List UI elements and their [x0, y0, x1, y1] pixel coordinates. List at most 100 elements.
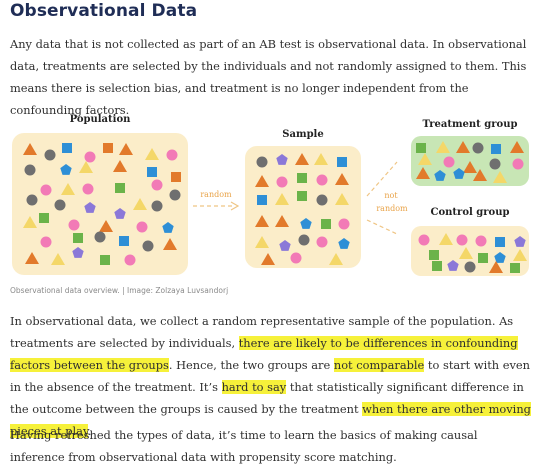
circle-shape — [124, 254, 136, 266]
square-shape — [429, 250, 439, 260]
circle-shape — [68, 219, 80, 231]
circle-shape — [472, 142, 484, 154]
circle-shape — [142, 240, 154, 252]
square-shape — [297, 173, 307, 183]
random-arrowhead — [230, 201, 240, 211]
circle-shape — [151, 200, 163, 212]
square-shape — [147, 167, 157, 177]
pentagon-shape — [72, 247, 84, 258]
circle-shape — [151, 179, 163, 191]
circle-shape — [166, 149, 178, 161]
not-random-label-line1: not — [384, 191, 398, 200]
square-shape — [510, 263, 520, 273]
square-shape — [39, 213, 49, 223]
highlight-hard-to-say: hard to say — [221, 380, 287, 394]
circle-shape — [316, 194, 328, 206]
circle-shape — [489, 158, 501, 170]
circle-shape — [82, 183, 94, 195]
triangle-shape — [275, 193, 289, 205]
random-arrow-label: random — [200, 190, 232, 199]
pentagon-shape — [162, 222, 174, 233]
square-shape — [432, 261, 442, 271]
triangle-shape — [489, 261, 503, 273]
triangle-shape — [436, 141, 450, 153]
square-shape — [297, 191, 307, 201]
triangle-shape — [314, 153, 328, 165]
pentagon-shape — [114, 208, 126, 219]
triangle-shape — [456, 141, 470, 153]
figure-caption: Observational data overview. | Image: Zo… — [10, 286, 229, 295]
circle-shape — [475, 235, 487, 247]
circle-shape — [290, 252, 302, 264]
triangle-shape — [418, 153, 432, 165]
population-label: Population — [70, 114, 132, 125]
p2-text-2: . Hence, the two groups are — [168, 358, 334, 372]
control-group-label: Control group — [431, 207, 510, 218]
circle-shape — [443, 156, 455, 168]
circle-shape — [256, 156, 268, 168]
pentagon-shape — [300, 218, 312, 229]
observational-paragraph: In observational data, we collect a rand… — [10, 310, 535, 442]
circle-shape — [84, 151, 96, 163]
triangle-shape — [416, 167, 430, 179]
population-box — [12, 133, 188, 275]
treatment-group-shapes — [416, 141, 524, 183]
triangle-shape — [329, 253, 343, 265]
treatment-group-label: Treatment group — [423, 119, 518, 130]
square-shape — [119, 236, 129, 246]
circle-shape — [418, 234, 430, 246]
circle-shape — [40, 236, 52, 248]
square-shape — [100, 255, 110, 265]
intro-paragraph: Any data that is not collected as part o… — [10, 37, 527, 117]
circle-shape — [464, 261, 476, 273]
triangle-shape — [493, 171, 507, 183]
square-shape — [257, 195, 267, 205]
square-shape — [321, 219, 331, 229]
highlight-not-comparable: not comparable — [333, 358, 425, 372]
triangle-shape — [295, 153, 309, 165]
sample-box — [245, 146, 361, 268]
triangle-shape — [275, 215, 289, 227]
square-shape — [171, 172, 181, 182]
not-random-arrow-top — [366, 161, 398, 197]
triangle-shape — [163, 238, 177, 250]
pentagon-shape — [447, 260, 459, 271]
circle-shape — [298, 234, 310, 246]
circle-shape — [94, 231, 106, 243]
square-shape — [495, 237, 505, 247]
triangle-shape — [51, 253, 65, 265]
circle-shape — [456, 234, 468, 246]
triangle-shape — [113, 160, 127, 172]
triangle-shape — [23, 216, 37, 228]
p2-text-3: to start with even in the absence of the… — [10, 358, 531, 394]
triangle-shape — [255, 236, 269, 248]
triangle-shape — [79, 161, 93, 173]
circle-shape — [136, 221, 148, 233]
pentagon-shape — [60, 164, 72, 175]
triangle-shape — [261, 253, 275, 265]
triangle-shape — [119, 143, 133, 155]
square-shape — [103, 143, 113, 153]
triangle-shape — [473, 169, 487, 181]
population-shapes — [23, 143, 181, 266]
square-shape — [478, 253, 488, 263]
square-shape — [62, 143, 72, 153]
square-shape — [337, 157, 347, 167]
circle-shape — [40, 184, 52, 196]
triangle-shape — [463, 161, 477, 173]
section-title: Observational Data — [10, 1, 198, 21]
circle-shape — [338, 218, 350, 230]
not-random-label-line2: random — [376, 204, 408, 213]
circle-shape — [26, 194, 38, 206]
circle-shape — [44, 149, 56, 161]
circle-shape — [316, 236, 328, 248]
conclusion-paragraph: Having refreshed the types of data, it’s… — [10, 428, 478, 464]
control-group-shapes — [418, 233, 527, 273]
circle-shape — [276, 176, 288, 188]
triangle-shape — [99, 220, 113, 232]
p2-text-1: In observational data, we collect a rand… — [10, 314, 514, 350]
circle-shape — [54, 199, 66, 211]
pentagon-shape — [434, 170, 446, 181]
pentagon-shape — [279, 240, 291, 251]
